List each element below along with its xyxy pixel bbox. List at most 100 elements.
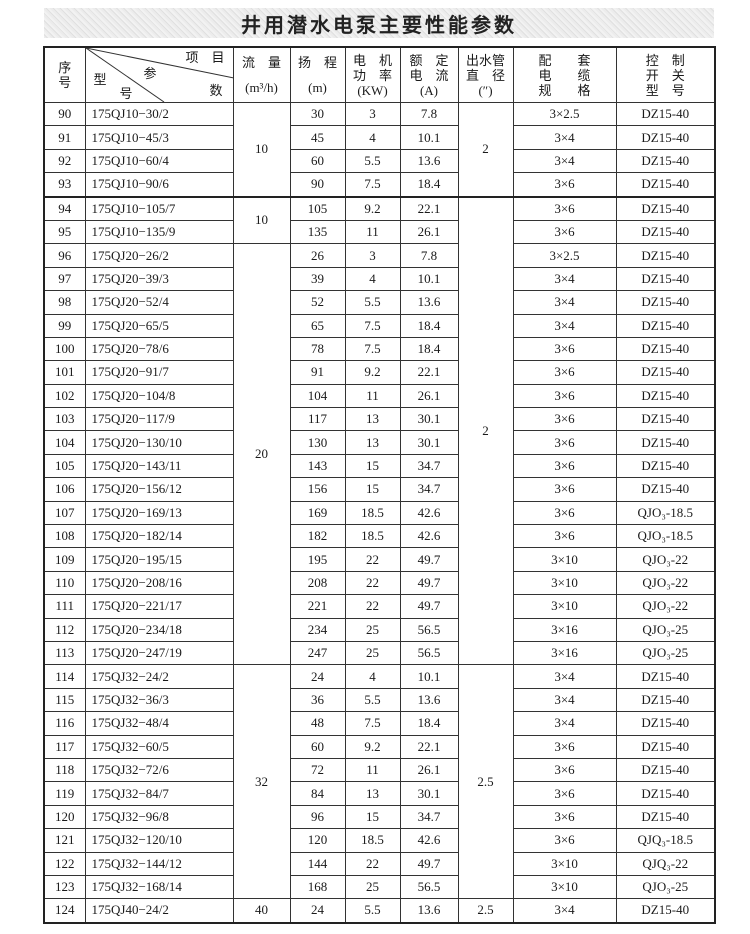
table-row: 110 175QJ20−208/16 208 22 49.7 3×10 QJO₃-22 (43, 570, 716, 596)
cell-head: 91 (289, 360, 346, 385)
cell-head: 221 (289, 594, 346, 619)
cell-head: 105 (289, 195, 346, 221)
cell-flow: 10 (232, 101, 291, 198)
cell-cable: 3×2.5 (512, 101, 617, 127)
cell-switch: QJO₃-25 (615, 617, 716, 642)
cell-model: 175QJ10−135/9 (84, 219, 234, 245)
cell-head: 182 (289, 524, 346, 549)
cell-head: 208 (289, 570, 346, 596)
cell-current: 13.6 (399, 687, 459, 713)
table-row: 122 175QJ32−144/12 144 22 49.7 3×10 QJQ₃-22 (43, 851, 716, 876)
cell-head: 104 (289, 383, 346, 409)
cell-no: 118 (43, 757, 86, 783)
cell-cable: 3×4 (512, 266, 617, 292)
table-row: 115 175QJ32−36/3 36 5.5 13.6 3×4 DZ15-40 (43, 687, 716, 713)
cell-switch: QJO₃-25 (615, 874, 716, 900)
table-row: 104 175QJ20−130/10 130 13 30.1 3×6 DZ15-40 (43, 430, 716, 455)
cell-cable: 3×6 (512, 172, 617, 198)
cell-current: 13.6 (399, 898, 459, 924)
cell-head: 24 (289, 664, 346, 689)
cell-switch: DZ15-40 (615, 101, 716, 127)
cell-model: 175QJ20−26/2 (84, 243, 234, 268)
cell-cable: 3×6 (512, 757, 617, 783)
cell-current: 49.7 (399, 547, 459, 572)
cell-cable: 3×4 (512, 290, 617, 315)
cell-outlet: 2 (457, 101, 514, 198)
cell-head: 195 (289, 547, 346, 572)
cell-current: 49.7 (399, 594, 459, 619)
header-model-diagonal: 项 目 参 数 型 号 (84, 46, 234, 103)
cell-current: 34.7 (399, 804, 459, 830)
cell-switch: DZ15-40 (615, 804, 716, 830)
cell-switch: DZ15-40 (615, 360, 716, 385)
cell-head: 45 (289, 125, 346, 150)
cell-head: 247 (289, 640, 346, 666)
cell-head: 90 (289, 172, 346, 198)
cell-head: 135 (289, 219, 346, 245)
cell-no: 94 (43, 195, 86, 221)
header-cable: 配 套电 缆规 格 (512, 46, 617, 103)
cell-head: 39 (289, 266, 346, 292)
cell-switch: DZ15-40 (615, 148, 716, 174)
cell-model: 175QJ32−168/14 (84, 874, 234, 900)
header-flow: 流 量 (m³/h) (232, 46, 291, 103)
cell-switch: QJO₃-22 (615, 547, 716, 572)
cell-switch: DZ15-40 (615, 172, 716, 198)
cell-power: 13 (344, 430, 401, 455)
cell-model: 175QJ10−45/3 (84, 125, 234, 150)
cell-no: 122 (43, 851, 86, 876)
header-power: 电 机功 率 (KW) (344, 46, 401, 103)
cell-no: 90 (43, 101, 86, 127)
cell-head: 130 (289, 430, 346, 455)
table-row: 114 175QJ32−24/2 32 24 4 10.1 2.5 3×4 DZ15-40 (43, 664, 716, 900)
cell-head: 60 (289, 734, 346, 759)
cell-power: 4 (344, 125, 401, 150)
cell-model: 175QJ32−144/12 (84, 851, 234, 876)
cell-no: 108 (43, 524, 86, 549)
cell-switch: DZ15-40 (615, 290, 716, 315)
header-switch: 控 制开 关型 号 (615, 46, 716, 103)
cell-cable: 3×6 (512, 219, 617, 245)
cell-no: 102 (43, 383, 86, 409)
cell-no: 91 (43, 125, 86, 150)
cell-head: 84 (289, 781, 346, 806)
cell-switch: DZ15-40 (615, 219, 716, 245)
table-body: 90 175QJ10−30/2 10 30 3 7.8 2 3×2.5 DZ15-40 91 175… (43, 101, 716, 924)
cell-power: 18.5 (344, 500, 401, 526)
cell-power: 7.5 (344, 711, 401, 736)
cell-cable: 3×6 (512, 524, 617, 549)
cell-head: 156 (289, 477, 346, 502)
table-row: 118 175QJ32−72/6 72 11 26.1 3×6 DZ15-40 (43, 757, 716, 783)
cell-switch: QJO₃-22 (615, 570, 716, 596)
table-row: 92 175QJ10−60/4 60 5.5 13.6 3×4 DZ15-40 (43, 148, 716, 174)
cell-no: 121 (43, 828, 86, 853)
cell-head: 24 (289, 898, 346, 924)
cell-model: 175QJ10−90/6 (84, 172, 234, 198)
cell-power: 15 (344, 453, 401, 479)
cell-model: 175QJ20−208/16 (84, 570, 234, 596)
cell-head: 96 (289, 804, 346, 830)
cell-current: 56.5 (399, 617, 459, 642)
cell-cable: 3×4 (512, 898, 617, 924)
cell-current: 18.4 (399, 711, 459, 736)
cell-switch: DZ15-40 (615, 898, 716, 924)
table-row: 96 175QJ20−26/2 20 26 3 7.8 3×2.5 DZ15-40 (43, 243, 716, 666)
cell-cable: 3×6 (512, 477, 617, 502)
cell-power: 22 (344, 594, 401, 619)
cell-cable: 3×6 (512, 804, 617, 830)
cell-head: 36 (289, 687, 346, 713)
cell-model: 175QJ32−36/3 (84, 687, 234, 713)
table-row: 116 175QJ32−48/4 48 7.5 18.4 3×4 DZ15-40 (43, 711, 716, 736)
table-row: 101 175QJ20−91/7 91 9.2 22.1 3×6 DZ15-40 (43, 360, 716, 385)
cell-cable: 3×2.5 (512, 243, 617, 268)
cell-power: 11 (344, 383, 401, 409)
cell-outlet: 2.5 (457, 898, 514, 924)
cell-model: 175QJ20−195/15 (84, 547, 234, 572)
cell-cable: 3×10 (512, 851, 617, 876)
cell-cable: 3×4 (512, 313, 617, 338)
cell-power: 18.5 (344, 524, 401, 549)
cell-no: 96 (43, 243, 86, 268)
cell-model: 175QJ10−60/4 (84, 148, 234, 174)
cell-power: 15 (344, 804, 401, 830)
cell-current: 30.1 (399, 430, 459, 455)
